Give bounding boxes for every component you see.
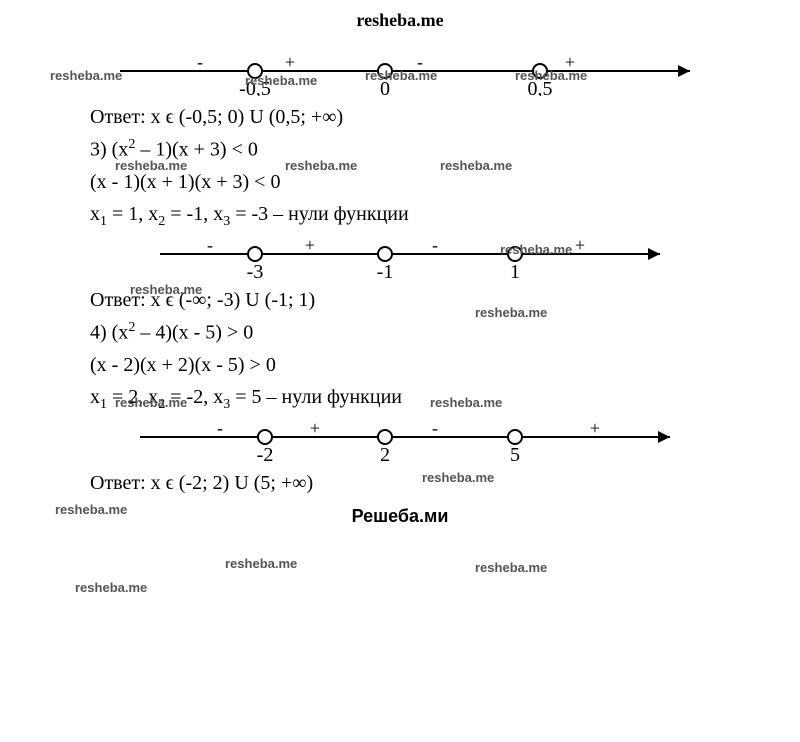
number-line-4: - + - + -2 2 5 [40,422,760,462]
watermark-text: resheba.me [440,158,512,173]
problem-4-roots: x1 = 2, x2 = -2, x3 = 5 – нули функции [90,384,760,414]
problem-3-roots: x1 = 1, x2 = -1, x3 = -3 – нули функции [90,201,760,231]
watermark-text: resheba.me [475,560,547,575]
svg-text:+: + [305,239,315,255]
watermark-text: resheba.me [130,282,202,297]
watermark-text: resheba.me [75,580,147,595]
problem-3-factored: (x - 1)(x + 1)(x + 3) < 0 [90,169,760,195]
watermark-text: resheba.me [515,68,587,83]
svg-text:+: + [285,56,295,72]
svg-text:-: - [432,422,438,438]
watermark-text: resheba.me [475,305,547,320]
svg-text:+: + [310,422,320,438]
watermark-text: resheba.me [500,242,572,257]
svg-text:+: + [575,239,585,255]
problem-3-statement: 3) (x2 – 1)(x + 3) < 0 [90,136,760,163]
svg-text:5: 5 [510,444,520,462]
svg-text:2: 2 [380,444,390,462]
watermark-text: resheba.me [115,395,187,410]
svg-text:-3: -3 [247,261,264,279]
page-footer: Решеба.ми [40,506,760,527]
watermark-text: resheba.me [365,68,437,83]
svg-text:-: - [432,239,438,255]
number-line-4-svg: - + - + -2 2 5 [40,422,760,462]
svg-text:-1: -1 [377,261,394,279]
svg-text:-2: -2 [257,444,274,462]
watermark-text: resheba.me [50,68,122,83]
svg-text:1: 1 [510,261,520,279]
problem-4-factored: (x - 2)(x + 2)(x - 5) > 0 [90,352,760,378]
page-header: resheba.me [40,10,760,31]
svg-text:+: + [590,422,600,438]
problem-4-statement: 4) (x2 – 4)(x - 5) > 0 [90,319,760,346]
svg-text:-: - [217,422,223,438]
watermark-text: resheba.me [285,158,357,173]
answer-1: Ответ: x ϵ (-0,5; 0) U (0,5; +∞) [90,104,760,130]
watermark-text: resheba.me [115,158,187,173]
svg-text:-: - [197,56,203,72]
watermark-text: resheba.me [430,395,502,410]
watermark-text: resheba.me [55,502,127,517]
watermark-text: resheba.me [245,73,317,88]
watermark-text: resheba.me [225,556,297,571]
svg-text:-: - [207,239,213,255]
watermark-text: resheba.me [422,470,494,485]
number-line-3-svg: - + - + -3 -1 1 [40,239,760,279]
number-line-3: - + - + -3 -1 1 [40,239,760,279]
